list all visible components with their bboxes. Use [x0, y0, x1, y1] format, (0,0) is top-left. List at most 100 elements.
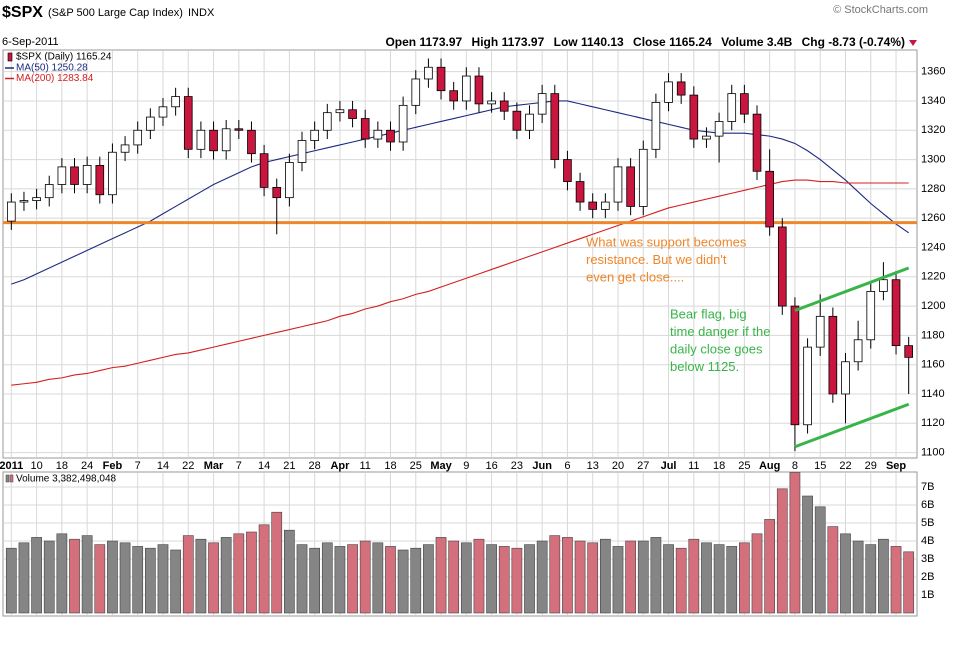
volume-bar	[258, 524, 270, 614]
y-tick-label: 1340	[921, 95, 945, 107]
candle-body	[133, 129, 143, 146]
candle-body	[525, 113, 534, 131]
candle-body	[424, 66, 433, 80]
volume-bar	[397, 549, 409, 614]
candle-body	[297, 140, 307, 163]
volume-bar	[814, 506, 826, 614]
volume-bar	[18, 542, 30, 614]
quote-label: High	[472, 35, 499, 49]
x-tick-label: 21	[283, 460, 295, 472]
candle-body	[158, 106, 168, 118]
x-tick-label: 25	[410, 460, 422, 472]
x-tick-label: 29	[865, 460, 877, 472]
x-tick-label: 7	[236, 460, 242, 472]
volume-bar	[739, 542, 750, 614]
candle-body	[651, 102, 661, 150]
volume-bar	[612, 546, 624, 614]
volume-bar	[107, 540, 118, 614]
candle-body	[82, 165, 92, 185]
x-tick-label: 14	[258, 460, 270, 472]
volume-bar	[701, 542, 712, 614]
candle-body	[183, 96, 193, 150]
x-tick-label: 28	[309, 460, 321, 472]
candle-body	[209, 129, 218, 152]
volume-bar	[536, 540, 548, 614]
candle-body	[449, 90, 458, 102]
volume-bar	[865, 544, 877, 614]
volume-bar	[713, 544, 725, 614]
quote-label: Open	[385, 35, 416, 49]
candle-body	[373, 129, 383, 140]
x-tick-label: 8	[792, 460, 798, 472]
y-tick-label: 6B	[921, 499, 934, 511]
x-tick-label: 15	[814, 460, 826, 472]
candle-body	[7, 201, 16, 222]
candle-body	[537, 93, 547, 115]
candle-body	[689, 94, 699, 140]
y-tick-label: 2B	[921, 571, 934, 583]
x-tick-label: Aug	[759, 460, 780, 472]
candle-body	[221, 128, 231, 152]
legend-label: MA(200) 1283.84	[16, 73, 94, 84]
annotation: What was support becomes	[586, 234, 747, 249]
candle-body	[348, 109, 357, 119]
quote-value: 3.4B	[767, 35, 793, 49]
plot-layer: 2011 10 18 24 Feb 7 14 22 Mar 7 14 21 28 Apr 11 18 25 May…	[0, 51, 945, 615]
volume-bar	[296, 544, 308, 614]
candle-body	[259, 153, 269, 188]
candle-body	[335, 109, 345, 114]
volume-bar	[802, 495, 813, 614]
volume-bar	[385, 546, 396, 614]
volume-bar	[284, 529, 295, 614]
candle-body	[714, 121, 724, 137]
volume-bar	[43, 540, 55, 614]
volume-bar	[524, 544, 535, 614]
x-tick-label: 11	[688, 460, 699, 472]
candle-body	[613, 166, 623, 203]
candle-body	[626, 166, 635, 207]
y-tick-label: 1360	[921, 66, 945, 78]
y-tick-label: 1100	[921, 447, 945, 459]
volume-bar	[334, 546, 346, 614]
volume-bar	[574, 540, 586, 614]
moving-average	[11, 179, 909, 386]
volume-bar	[182, 535, 194, 614]
y-tick-label: 1200	[921, 300, 945, 312]
x-tick-label: 2011	[0, 460, 23, 472]
candle-body	[272, 187, 282, 199]
y-tick-label: 4B	[921, 535, 934, 547]
candle-body	[386, 129, 395, 143]
volume-bar	[473, 538, 485, 614]
candle-body	[638, 148, 648, 207]
quote-value: -8.73 (-0.74%)	[828, 35, 905, 49]
volume-bar	[170, 549, 181, 614]
channel-line	[794, 266, 910, 312]
volume-bar	[208, 542, 219, 614]
quote-label: Volume	[721, 35, 764, 49]
price-panel	[2, 49, 918, 459]
volume-bar	[726, 546, 738, 614]
legend-icon	[5, 474, 10, 483]
annotation: below 1125.	[670, 359, 739, 374]
volume-bar	[751, 533, 763, 614]
volume-bar	[347, 544, 358, 614]
legend-icon	[7, 52, 13, 62]
candle-body	[740, 93, 749, 115]
candle-body	[285, 162, 294, 199]
x-tick-label: 7	[135, 460, 141, 472]
volume-bar	[460, 542, 472, 614]
y-tick-label: 1240	[921, 241, 945, 253]
y-tick-label: 1140	[921, 388, 945, 400]
candle-body	[310, 129, 319, 141]
x-tick-label: Sep	[886, 460, 906, 472]
candle-body	[727, 93, 737, 122]
x-tick-label: Apr	[330, 460, 350, 472]
volume-bar	[233, 533, 245, 614]
x-tick-label: 18	[384, 460, 396, 472]
x-tick-label: 25	[738, 460, 750, 472]
x-tick-label: Jul	[661, 460, 677, 472]
candle-body	[171, 96, 180, 108]
candle-body	[474, 75, 484, 105]
candle-body	[196, 129, 206, 150]
